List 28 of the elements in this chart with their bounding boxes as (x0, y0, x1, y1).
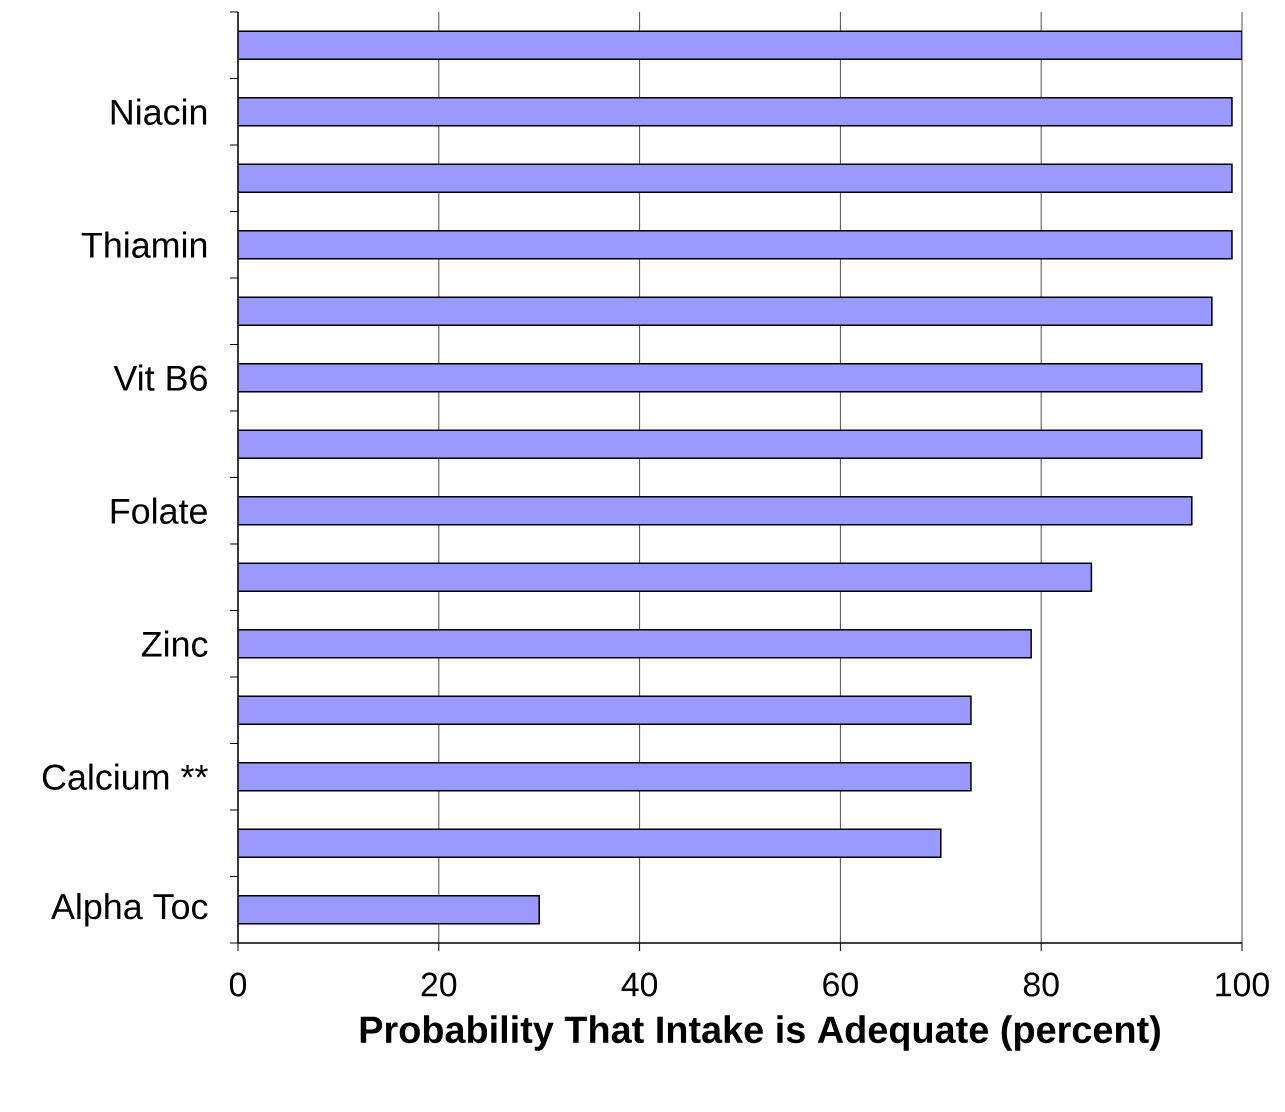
bar (238, 362, 1203, 393)
y-tick-label: Thiamin (81, 231, 207, 258)
bar (238, 296, 1213, 326)
y-tick-label: Alpha Toc (51, 893, 208, 927)
y-tick-label: Vit B6 (113, 364, 207, 391)
y-tick-label: Niacin (111, 98, 207, 125)
y-tick-label: Calcium ** (42, 763, 208, 790)
bar (238, 562, 1093, 592)
x-tick-label: 20 (421, 972, 457, 997)
bar (238, 429, 1203, 459)
x-tick-label: 0 (229, 972, 247, 997)
x-tick-label: 60 (823, 972, 858, 997)
bar (238, 495, 1193, 526)
bar (238, 828, 942, 858)
bar (238, 762, 972, 792)
x-tick-label: 40 (621, 972, 658, 997)
y-tick-label: Zinc (141, 630, 208, 657)
bar (238, 895, 540, 925)
bar (238, 163, 1233, 193)
bar (238, 695, 972, 725)
bar (238, 229, 1233, 260)
bar (238, 628, 1032, 659)
x-tick-label: 80 (1023, 972, 1059, 997)
y-tick-label: Folate (111, 497, 207, 524)
x-axis-title: Probability That Intake is Adequate (percent) (360, 1015, 1160, 1051)
bar (238, 30, 1242, 60)
x-tick-label: 100 (1216, 972, 1269, 997)
bar (238, 96, 1233, 127)
